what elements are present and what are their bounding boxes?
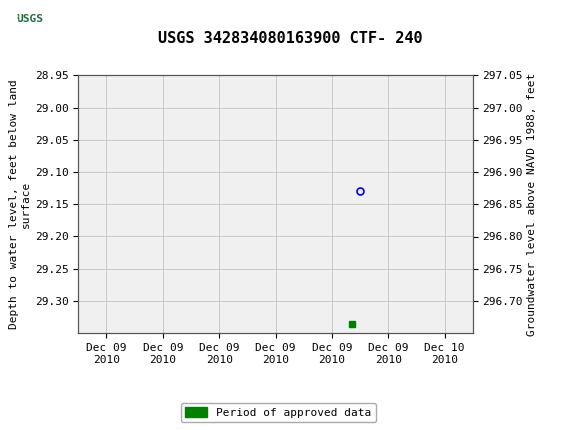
Y-axis label: Depth to water level, feet below land
surface: Depth to water level, feet below land su…: [9, 80, 31, 329]
Legend: Period of approved data: Period of approved data: [181, 403, 376, 422]
Text: ≡: ≡: [4, 6, 20, 25]
Text: USGS 342834080163900 CTF- 240: USGS 342834080163900 CTF- 240: [158, 31, 422, 46]
Text: USGS: USGS: [62, 12, 99, 26]
Text: USGS: USGS: [16, 14, 44, 24]
Bar: [4, 3, 56, 35]
Y-axis label: Groundwater level above NAVD 1988, feet: Groundwater level above NAVD 1988, feet: [527, 73, 537, 336]
